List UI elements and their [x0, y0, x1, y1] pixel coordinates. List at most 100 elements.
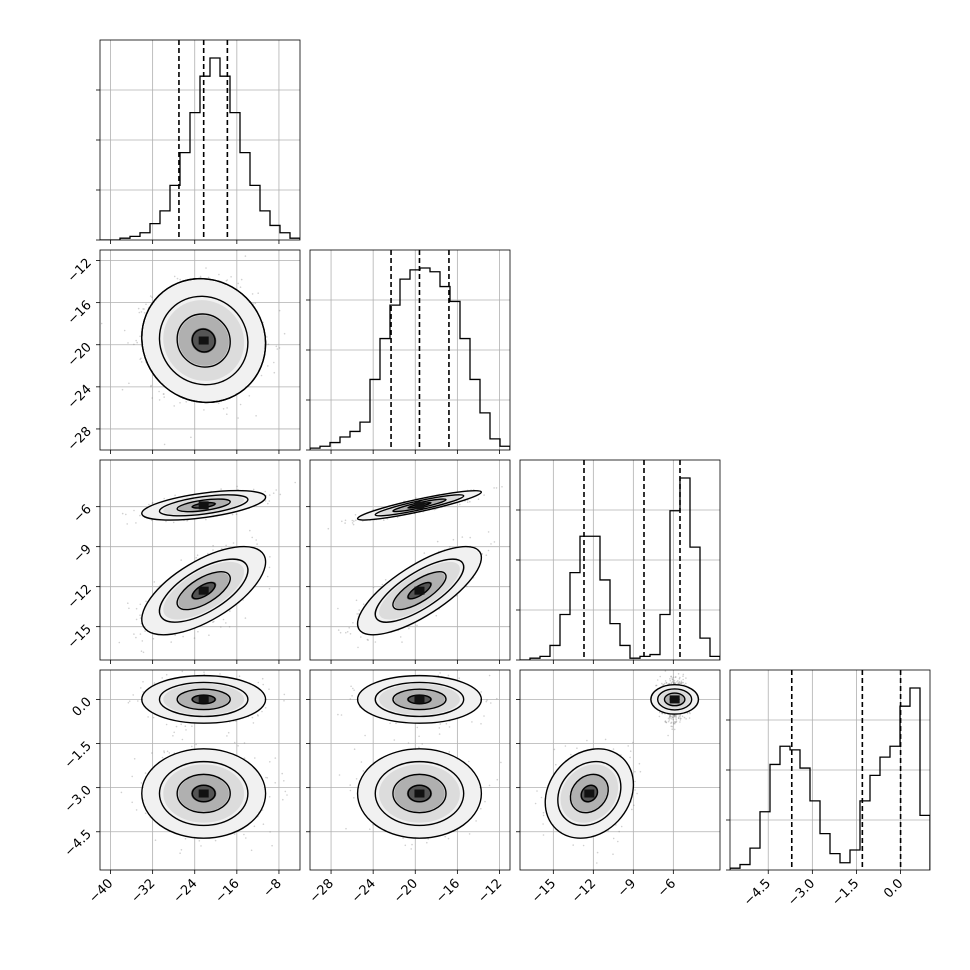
x-tick-label: −24	[171, 876, 201, 906]
contour-line	[569, 773, 609, 814]
density-layer	[337, 672, 502, 850]
x-tick-label: 0.0	[881, 876, 906, 901]
peak-density-cell	[198, 336, 209, 345]
panel-frame	[99, 669, 301, 871]
histogram-step	[520, 477, 720, 660]
x-tick-label: −15	[529, 876, 559, 906]
scatter-panel-3-1: −28 −24 −20 −16 −12	[306, 669, 511, 906]
x-tick-label: −1.5	[829, 876, 862, 909]
scatter-panel-3-0: −40 −32 −24 −16 −8 −4.5 −3.0 −1.5 0.0	[62, 669, 301, 906]
grid-lines	[100, 40, 300, 240]
contour-line	[176, 688, 231, 711]
y-tick-label: −6	[71, 502, 95, 526]
contour-line	[374, 760, 465, 827]
y-tick-label: −12	[65, 256, 95, 286]
x-tick-label: −12	[475, 876, 505, 906]
contour-line	[158, 760, 249, 827]
density-layer	[120, 670, 288, 854]
contour-line	[374, 558, 465, 623]
contour-line	[407, 694, 432, 705]
x-tick-label: −28	[307, 876, 337, 906]
contour-line	[191, 581, 216, 600]
peak-density-cell	[414, 501, 425, 510]
scatter-panel-3-2: −15 −12 −9 −6	[516, 669, 721, 906]
contour-line	[176, 571, 231, 611]
contour-line	[141, 674, 267, 724]
peak-density-cell	[198, 501, 209, 510]
peak-density-cell	[198, 586, 209, 595]
x-tick-label: −40	[86, 876, 116, 906]
scatter-panel-2-1	[306, 459, 511, 664]
scatter-panel-1-0: −28 −24 −20 −16 −12	[65, 249, 301, 454]
contour-line	[356, 545, 483, 636]
x-tick-label: −6	[655, 876, 679, 900]
density-layer	[100, 255, 286, 446]
grid-lines	[730, 670, 930, 870]
x-tick-label: −9	[615, 876, 639, 900]
contour-line	[141, 748, 267, 839]
contour-line	[580, 784, 599, 803]
y-tick-label: −16	[65, 298, 95, 328]
contour-line	[407, 784, 432, 803]
contour-line	[374, 494, 465, 517]
y-tick-label: −28	[65, 424, 95, 454]
contour-line	[191, 784, 216, 803]
panel-frame	[309, 459, 511, 661]
y-tick-label: −12	[65, 582, 95, 612]
x-tick-label: −3.0	[785, 876, 818, 909]
grid-lines	[100, 670, 300, 870]
x-tick-label: −4.5	[741, 876, 774, 909]
histogram-step	[730, 687, 930, 870]
contour-line	[656, 688, 693, 711]
contour-line	[356, 748, 483, 839]
peak-density-cell	[669, 695, 680, 704]
peak-density-cell	[414, 586, 425, 595]
panel-frame	[309, 669, 511, 871]
peak-density-cell	[198, 695, 209, 704]
histogram-panel-1	[306, 249, 511, 454]
contour-line	[176, 498, 231, 513]
y-tick-label: −24	[65, 382, 95, 412]
grid-lines	[310, 250, 510, 450]
grid-lines	[520, 460, 720, 660]
x-tick-label: −24	[349, 876, 379, 906]
contour-line	[158, 295, 249, 386]
histogram-step	[100, 57, 300, 240]
contour-line	[392, 773, 447, 814]
panel-frame	[99, 459, 301, 661]
contour-line	[191, 694, 216, 705]
contour-line	[650, 684, 700, 715]
panel-frame	[99, 249, 301, 451]
contour-line	[158, 494, 249, 517]
density-layer	[118, 481, 297, 654]
contour-line	[158, 681, 249, 718]
x-tick-label: −32	[128, 876, 158, 906]
x-tick-label: −16	[213, 876, 243, 906]
x-tick-label: −12	[569, 876, 599, 906]
y-tick-label: −4.5	[62, 827, 95, 860]
peak-density-cell	[584, 789, 595, 798]
contour-line	[392, 688, 447, 711]
histogram-step	[310, 267, 510, 450]
density-layer	[327, 486, 503, 649]
histogram-panel-2	[516, 459, 721, 664]
y-tick-label: −20	[65, 340, 95, 370]
y-tick-label: −15	[65, 622, 95, 652]
contour-line	[191, 328, 216, 353]
peak-density-cell	[414, 789, 425, 798]
density-layer	[534, 670, 700, 864]
peak-density-cell	[414, 695, 425, 704]
contour-line	[557, 760, 622, 827]
y-tick-label: −1.5	[62, 739, 95, 772]
contour-line	[141, 277, 267, 404]
histogram-panel-3: −4.5 −3.0 −1.5 0.0	[726, 669, 931, 909]
y-tick-label: 0.0	[70, 695, 95, 720]
contour-line	[356, 489, 483, 521]
x-tick-label: −16	[433, 876, 463, 906]
y-tick-label: −3.0	[62, 783, 95, 816]
panel-frame	[519, 669, 721, 871]
contour-line	[176, 313, 231, 368]
x-tick-label: −20	[391, 876, 421, 906]
y-tick-label: −9	[71, 542, 95, 566]
